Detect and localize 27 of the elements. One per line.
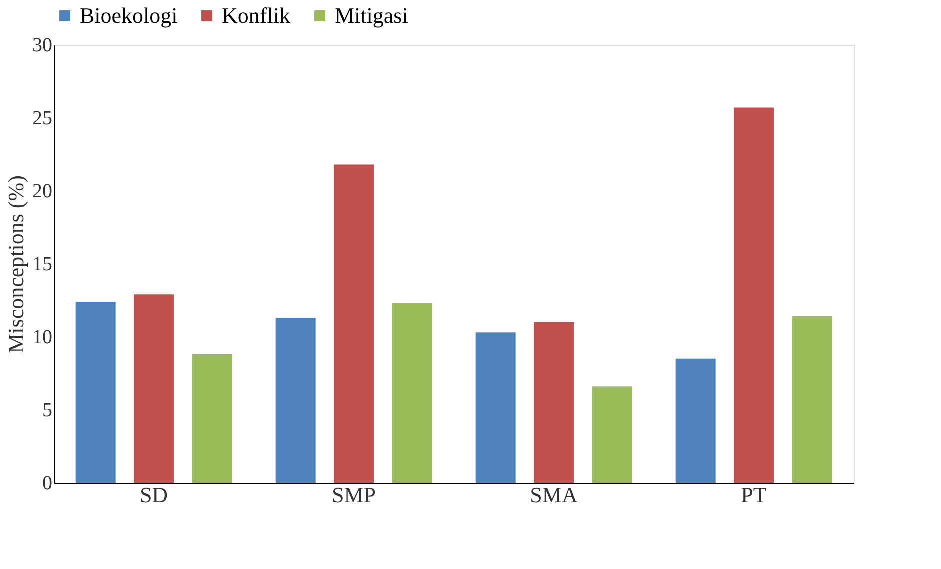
bar <box>676 358 716 483</box>
legend-label: Bioekologi <box>80 3 178 28</box>
bar <box>534 322 574 483</box>
bar <box>134 294 174 483</box>
bar <box>592 386 632 483</box>
y-tick-label: 0 <box>42 472 52 494</box>
bar <box>392 303 432 483</box>
bar <box>734 108 774 483</box>
y-tick-label: 10 <box>32 326 52 348</box>
y-axis-title: Misconceptions (%) <box>4 176 28 354</box>
bar <box>792 316 832 483</box>
y-tick-label: 25 <box>32 108 52 130</box>
y-tick-label: 5 <box>42 400 52 422</box>
x-tick-label: SD <box>140 482 168 508</box>
bar <box>334 164 374 483</box>
x-tick-label: PT <box>741 482 768 508</box>
bar <box>276 318 316 483</box>
bar <box>76 302 116 483</box>
bar <box>192 354 232 483</box>
y-tick-label: 20 <box>32 180 52 202</box>
bar <box>476 332 516 483</box>
x-tick-label: SMA <box>530 482 578 508</box>
legend-label: Mitigasi <box>335 3 408 28</box>
legend-label: Konflik <box>222 3 290 28</box>
y-tick-label: 30 <box>32 34 52 56</box>
y-tick-label: 15 <box>32 254 52 276</box>
x-tick-label: SMP <box>332 482 376 508</box>
